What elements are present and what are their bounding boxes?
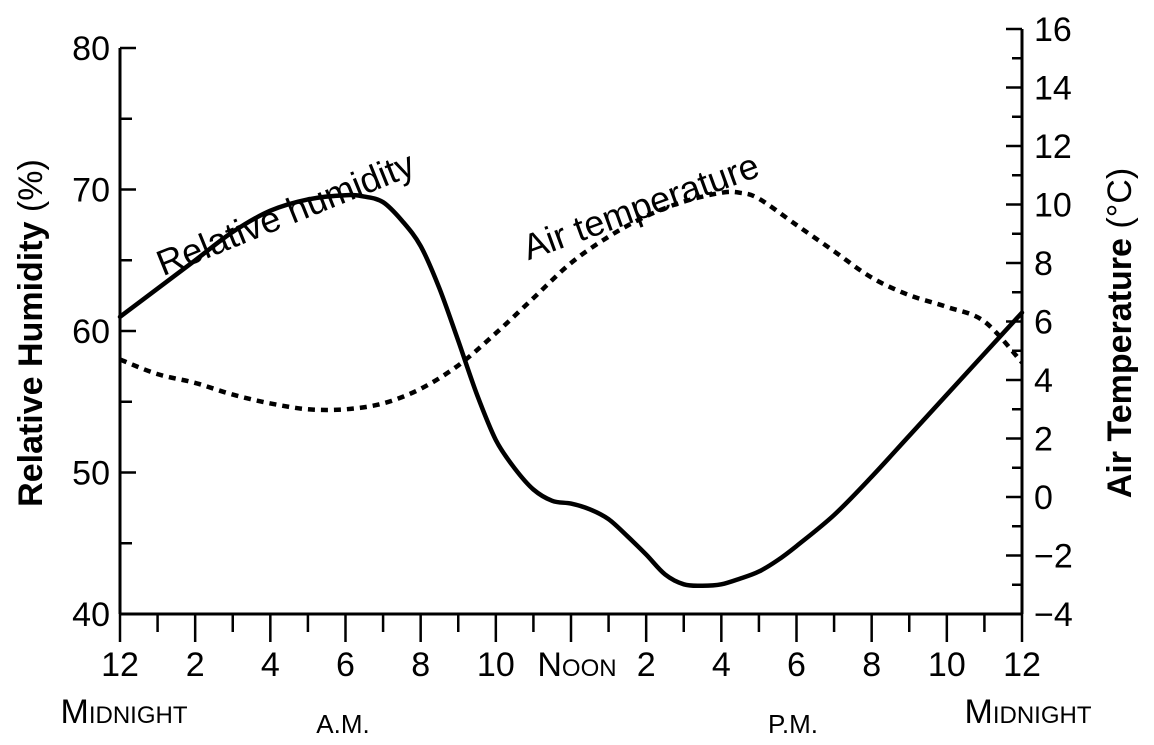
x-ticks: 12 2 4 6 8 10 Noon 2 4 6 8 10 12	[101, 614, 1041, 684]
x-tick-label: Noon	[537, 646, 616, 684]
x-tick-label: 8	[411, 646, 430, 684]
left-tick-label: 60	[72, 313, 110, 351]
am-label: A.M.	[316, 709, 369, 739]
x-tick-label: 12	[101, 646, 139, 684]
x-tick-label: 4	[261, 646, 280, 684]
right-tick-label: 12	[1034, 128, 1072, 166]
left-tick-label: 50	[72, 455, 110, 493]
temperature-line	[119, 189, 1024, 413]
midnight-left-label: Midnight	[61, 693, 188, 731]
right-tick-label: 10	[1034, 187, 1072, 225]
right-tick-label: 8	[1034, 245, 1053, 283]
x-tick-label: 6	[336, 646, 355, 684]
x-tick-label: 4	[712, 646, 731, 684]
left-tick-label: 40	[72, 596, 110, 634]
right-tick-label: 16	[1034, 11, 1072, 49]
right-ticks: −4 −2 0 2 4 6 8 10 12 14 16	[1006, 11, 1073, 634]
axes	[118, 29, 1024, 616]
x-tick-label: 8	[862, 646, 881, 684]
right-tick-label: −2	[1034, 538, 1073, 576]
humidity-line	[117, 192, 1025, 589]
x-tick-label: 12	[1003, 646, 1041, 684]
right-axis-title: Air Temperature (°C)	[1101, 168, 1139, 498]
series-label-temperature: Air temperature	[517, 145, 764, 268]
left-tick-label: 80	[72, 30, 110, 68]
right-tick-label: 4	[1034, 362, 1053, 400]
series-label-humidity: Relative humidity	[151, 143, 421, 284]
right-tick-label: 2	[1034, 421, 1053, 459]
x-tick-label: 10	[928, 646, 966, 684]
right-tick-label: 14	[1034, 70, 1072, 108]
pm-label: P.M.	[768, 709, 818, 739]
x-tick-label: 10	[477, 646, 515, 684]
x-tick-label: 2	[637, 646, 656, 684]
x-tick-label: 2	[186, 646, 205, 684]
right-tick-label: 0	[1034, 479, 1053, 517]
series-layer	[117, 189, 1025, 589]
left-tick-label: 70	[72, 172, 110, 210]
left-axis-title: Relative Humidity (%)	[12, 159, 50, 507]
x-tick-label: 6	[787, 646, 806, 684]
right-tick-label: −4	[1034, 596, 1073, 634]
right-tick-label: 6	[1034, 304, 1053, 342]
midnight-right-label: Midnight	[965, 693, 1092, 731]
left-ticks: 40 50 60 70 80	[72, 30, 136, 634]
